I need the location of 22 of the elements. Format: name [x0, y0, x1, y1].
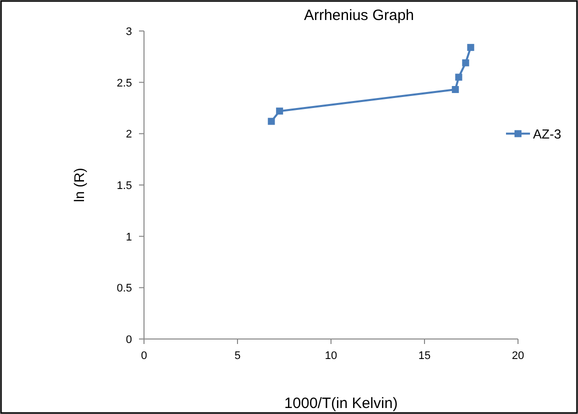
- point: [467, 44, 474, 51]
- y-tick-label: 2: [126, 128, 132, 141]
- x-tick-label: 15: [418, 350, 431, 362]
- point: [268, 118, 275, 125]
- x-tick-label: 20: [512, 350, 524, 362]
- y-tick-label: 0.5: [116, 282, 132, 295]
- chart-title: Arrhenius Graph: [304, 7, 414, 24]
- point: [462, 59, 470, 66]
- point: [452, 86, 459, 94]
- y-tick-label: 2.5: [116, 77, 132, 90]
- y-tick-label: 1: [126, 231, 132, 244]
- x-axis-title: 1000/T(in Kelvin): [284, 395, 398, 412]
- y-axis-title: ln (R): [71, 168, 87, 202]
- x-tick-label: 0: [140, 350, 148, 362]
- point: [455, 74, 462, 81]
- y-tick-label: 0: [126, 334, 132, 346]
- y-tick-label: 3: [126, 26, 132, 38]
- x-tick-label: 10: [324, 350, 338, 362]
- y-tick-label: 1.5: [116, 180, 132, 192]
- x-tick-label: 5: [234, 350, 241, 362]
- point: [276, 108, 284, 115]
- legend-label: AZ-3: [533, 126, 562, 142]
